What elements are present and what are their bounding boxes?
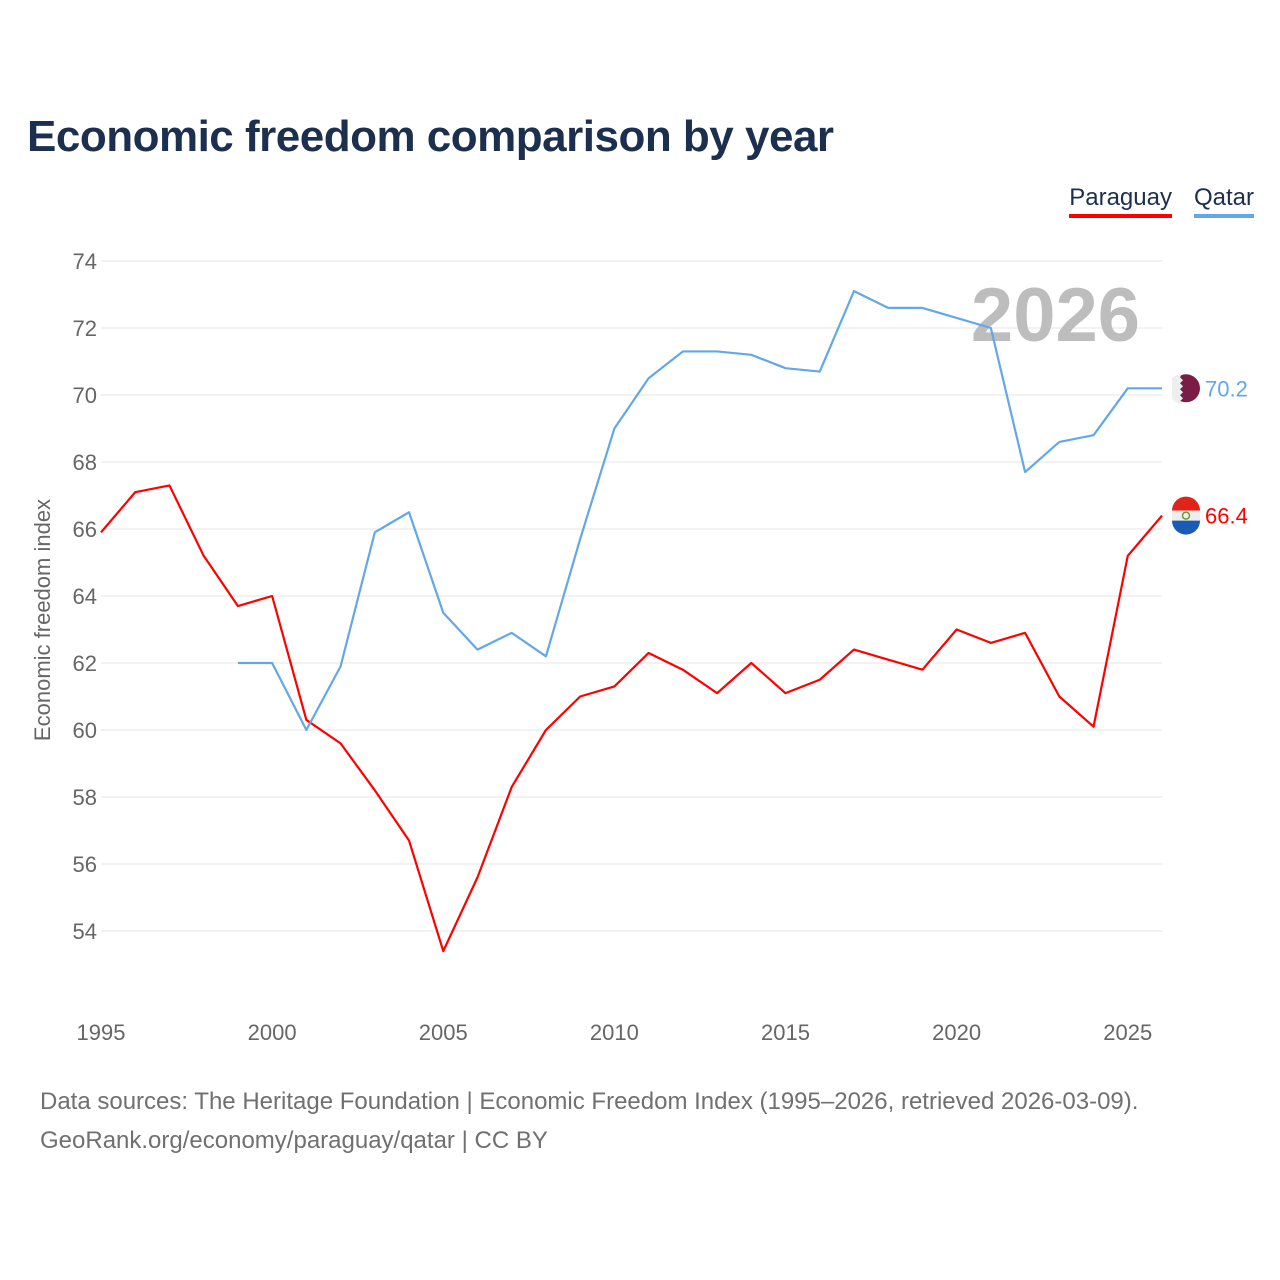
footer-sources: Data sources: The Heritage Foundation | …: [40, 1088, 1139, 1115]
y-tick-label: 64: [73, 584, 97, 609]
x-tick-label: 2020: [932, 1020, 981, 1045]
y-tick-label: 72: [73, 316, 97, 341]
end-label-qatar: 70.2: [1205, 376, 1248, 401]
x-tick-label: 2000: [248, 1020, 297, 1045]
paraguay-flag-icon: [1181, 511, 1191, 520]
y-tick-label: 62: [73, 651, 97, 676]
y-tick-label: 74: [73, 249, 97, 274]
y-tick-label: 58: [73, 785, 97, 810]
x-tick-label: 2025: [1103, 1020, 1152, 1045]
series-line-paraguay: [100, 484, 1163, 953]
paraguay-flag-icon: [1172, 510, 1200, 521]
y-tick-label: 70: [73, 383, 97, 408]
chart-title: Economic freedom comparison by year: [27, 112, 834, 161]
series-line-qatar: [237, 290, 1162, 732]
legend-paraguay[interactable]: Paraguay: [1069, 184, 1172, 218]
y-axis-label: Economic freedom index: [30, 499, 55, 741]
y-tick-label: 68: [73, 450, 97, 475]
y-tick-label: 54: [73, 919, 97, 944]
end-label-paraguay: 66.4: [1205, 504, 1248, 529]
paraguay-flag-icon: [1172, 496, 1200, 511]
x-tick-label: 2015: [761, 1020, 810, 1045]
x-tick-label: 2005: [419, 1020, 468, 1045]
y-tick-label: 66: [73, 517, 97, 542]
footer-credit: GeoRank.org/economy/paraguay/qatar | CC …: [40, 1127, 548, 1154]
legend-qatar[interactable]: Qatar: [1193, 184, 1254, 218]
x-tick-label: 1995: [77, 1020, 126, 1045]
qatar-flag-icon: [1172, 374, 1183, 405]
y-tick-label: 60: [73, 718, 97, 743]
x-tick-label: 2010: [590, 1020, 639, 1045]
y-tick-label: 56: [73, 852, 97, 877]
legend: Paraguay Qatar: [1069, 184, 1254, 218]
paraguay-flag-icon: [1172, 520, 1200, 535]
year-watermark: 2026: [971, 273, 1140, 358]
